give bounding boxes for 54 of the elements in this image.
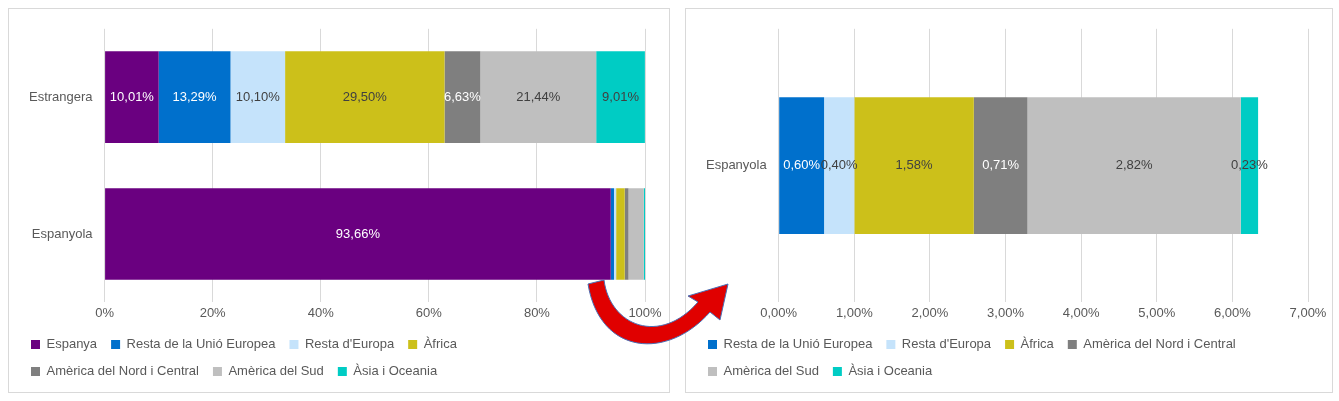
legend-label: Àsia i Oceania (353, 363, 438, 379)
data-label: 2,82% (1115, 157, 1153, 173)
legend-label: Àfrica (1020, 336, 1055, 352)
y-tick-label: Estrangera (29, 88, 94, 104)
x-tick-label: 80% (523, 304, 551, 320)
x-tick-label: 2,00% (911, 304, 949, 320)
y-tick-label: Espanyola (705, 157, 768, 173)
bar (105, 188, 611, 280)
data-label: 13,29% (172, 88, 218, 104)
legend-label: Resta de la Unió Europea (723, 336, 874, 352)
x-tick-label: 5,00% (1138, 304, 1176, 320)
bar (444, 51, 481, 144)
data-label: 10,10% (235, 88, 281, 104)
bar (596, 51, 645, 144)
data-label: 29,50% (342, 88, 388, 104)
data-label: 10,01% (109, 88, 155, 104)
y-tick-label: Espanyola (31, 225, 94, 241)
legend-label: Àfrica (423, 336, 458, 352)
x-tick-label: 4,00% (1062, 304, 1101, 320)
legend-label: Amèrica del Nord i Central (1083, 336, 1236, 352)
x-tick-label: 6,00% (1213, 304, 1252, 320)
data-label: 9,01% (602, 88, 640, 104)
bar (285, 51, 445, 144)
bar (158, 51, 231, 144)
data-label: 1,58% (895, 157, 933, 173)
legend-label: Amèrica del Sud (723, 363, 819, 379)
data-label: 21,44% (516, 88, 561, 104)
x-tick-label: 100% (628, 304, 663, 320)
bar (624, 188, 629, 280)
x-tick-label: 40% (307, 304, 335, 320)
bar (230, 51, 286, 144)
legend-label: Amèrica del Sud (228, 363, 324, 379)
x-tick-label: 1,00% (835, 304, 874, 320)
x-tick-label: 3,00% (987, 304, 1025, 320)
x-tick-label: 7,00% (1289, 304, 1327, 320)
legend-label: Resta d'Europa (304, 336, 395, 352)
x-tick-label: 20% (199, 304, 227, 320)
legend-label: Resta de la Unió Europea (126, 336, 277, 352)
bar (610, 188, 614, 280)
data-label: 93,66% (335, 225, 381, 241)
x-tick-label: 60% (415, 304, 443, 320)
x-tick-label: 0% (95, 304, 115, 320)
bar (628, 188, 644, 280)
legend-label: Resta d'Europa (901, 336, 992, 352)
bar (480, 51, 597, 144)
legend-label: Àsia i Oceania (848, 363, 933, 379)
data-label: 0,71% (982, 157, 1020, 173)
legend-label: Espanya (46, 336, 98, 352)
legend-label: Amèrica del Nord i Central (46, 363, 200, 379)
x-tick-label: 0,00% (760, 304, 798, 320)
bar (616, 188, 625, 280)
bar (105, 51, 159, 144)
bar (973, 97, 1028, 234)
data-label: 0,60% (783, 157, 821, 173)
